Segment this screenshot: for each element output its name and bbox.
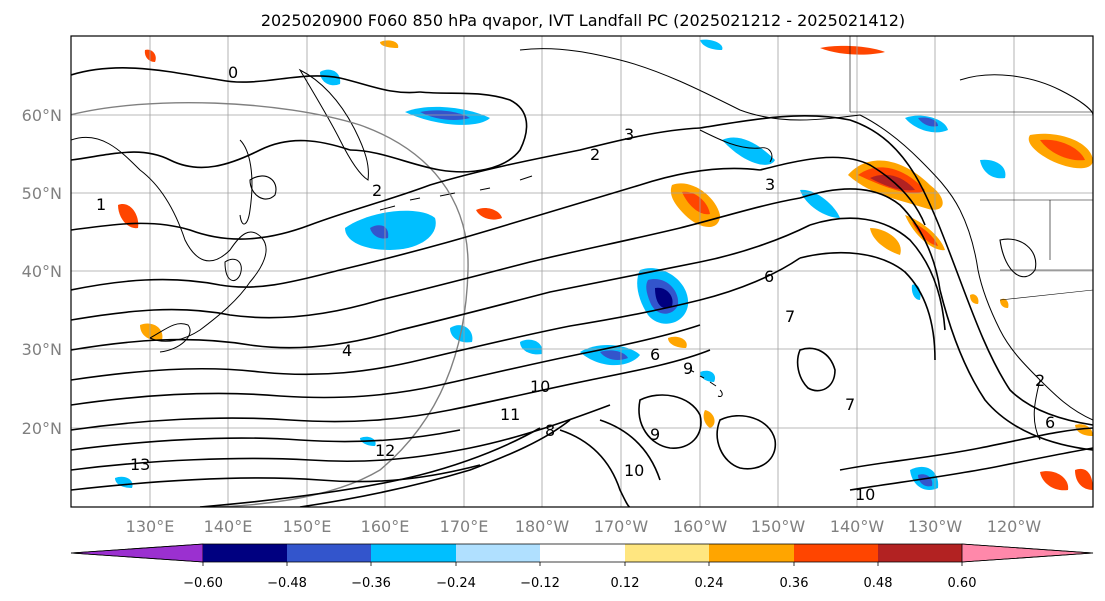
shading-layer	[115, 39, 1093, 491]
contour-label: 7	[785, 307, 795, 326]
contour-label: 2	[1035, 371, 1045, 390]
colorbar-extend-low	[70, 543, 204, 563]
colorbar-tick-label: 0.36	[780, 576, 809, 591]
colorbar-segment	[456, 544, 540, 562]
contour-label: 9	[683, 359, 693, 378]
colorbar-segment	[371, 544, 456, 562]
contour-label: 10	[530, 377, 550, 396]
contour-lines	[71, 48, 1093, 507]
lat-label: 40°N	[22, 262, 62, 281]
lon-label: 140°W	[830, 517, 885, 536]
lon-label: 170°W	[594, 517, 649, 536]
lon-label: 130°W	[908, 517, 963, 536]
contour-label: 6	[1045, 413, 1055, 432]
colorbar	[70, 543, 1094, 566]
contour-label: 3	[624, 125, 634, 144]
lat-label: 20°N	[22, 419, 62, 438]
negative-anomaly-patches	[115, 39, 1006, 490]
colorbar-tick-label: 0.24	[695, 576, 724, 591]
contour-label: 4	[342, 341, 352, 360]
colorbar-tick-label: −0.60	[183, 576, 223, 591]
contour-label: 6	[764, 267, 774, 286]
colorbar-segment	[625, 544, 709, 562]
lon-label: 160°W	[673, 517, 728, 536]
lon-label: 120°W	[987, 517, 1042, 536]
colorbar-segment	[540, 544, 625, 562]
contour-label: 12	[375, 441, 395, 460]
map-frame	[70, 35, 1094, 508]
lat-label: 30°N	[22, 340, 62, 359]
colorbar-tick-label: −0.24	[436, 576, 476, 591]
colorbar-segment	[794, 544, 878, 562]
contour-label: 7	[845, 395, 855, 414]
colorbar-segment	[878, 544, 962, 562]
contour-label: 9	[650, 425, 660, 444]
lon-label: 140°E	[204, 517, 253, 536]
lon-label: 130°E	[126, 517, 175, 536]
colorbar-tick-label: 0.12	[611, 576, 640, 591]
contour-label: 3	[765, 175, 775, 194]
figure-title: 2025020900 F060 850 hPa qvapor, IVT Land…	[261, 11, 905, 30]
colorbar-extend-high	[961, 543, 1094, 563]
colorbar-tick-labels: −0.60 −0.48 −0.36 −0.24 −0.12 0.12 0.24 …	[183, 576, 976, 591]
lon-label: 160°E	[361, 517, 410, 536]
lat-label: 50°N	[22, 184, 62, 203]
colorbar-tick-label: −0.36	[351, 576, 391, 591]
projection-circle	[71, 102, 469, 507]
coastlines	[71, 36, 1093, 441]
contour-label-layer: 0 1 2 3 4 6 7 8 9 10 11 12 13 2 3 6 7 9 …	[96, 63, 1055, 504]
contour-label: 2	[590, 145, 600, 164]
colorbar-tick-label: −0.48	[267, 576, 307, 591]
contour-label: 0	[228, 63, 238, 82]
latitude-labels: 60°N 50°N 40°N 30°N 20°N	[22, 106, 62, 438]
colorbar-tick-label: 0.60	[948, 576, 977, 591]
contour-label: 6	[650, 345, 660, 364]
lat-label: 60°N	[22, 106, 62, 125]
contour-label: 10	[624, 461, 644, 480]
colorbar-segment	[709, 544, 794, 562]
colorbar-tick-label: 0.48	[864, 576, 893, 591]
map-area: 0 1 2 3 4 6 7 8 9 10 11 12 13 2 3 6 7 9 …	[71, 36, 1093, 507]
contour-label: 11	[500, 405, 520, 424]
contour-label: 2	[372, 181, 382, 200]
colorbar-segment	[287, 544, 371, 562]
colorbar-tick-label: −0.12	[520, 576, 560, 591]
positive-anomaly-patches	[118, 40, 1093, 491]
lon-label: 170°E	[440, 517, 489, 536]
contour-label: 1	[96, 195, 106, 214]
contour-label: 13	[130, 455, 150, 474]
contour-label: 8	[545, 421, 555, 440]
lon-label: 180°W	[515, 517, 570, 536]
colorbar-segment	[203, 544, 287, 562]
contour-label: 10	[855, 485, 875, 504]
longitude-labels: 130°E 140°E 150°E 160°E 170°E 180°W 170°…	[126, 517, 1042, 536]
gridlines	[71, 36, 1093, 507]
lon-label: 150°W	[751, 517, 806, 536]
lon-label: 150°E	[283, 517, 332, 536]
